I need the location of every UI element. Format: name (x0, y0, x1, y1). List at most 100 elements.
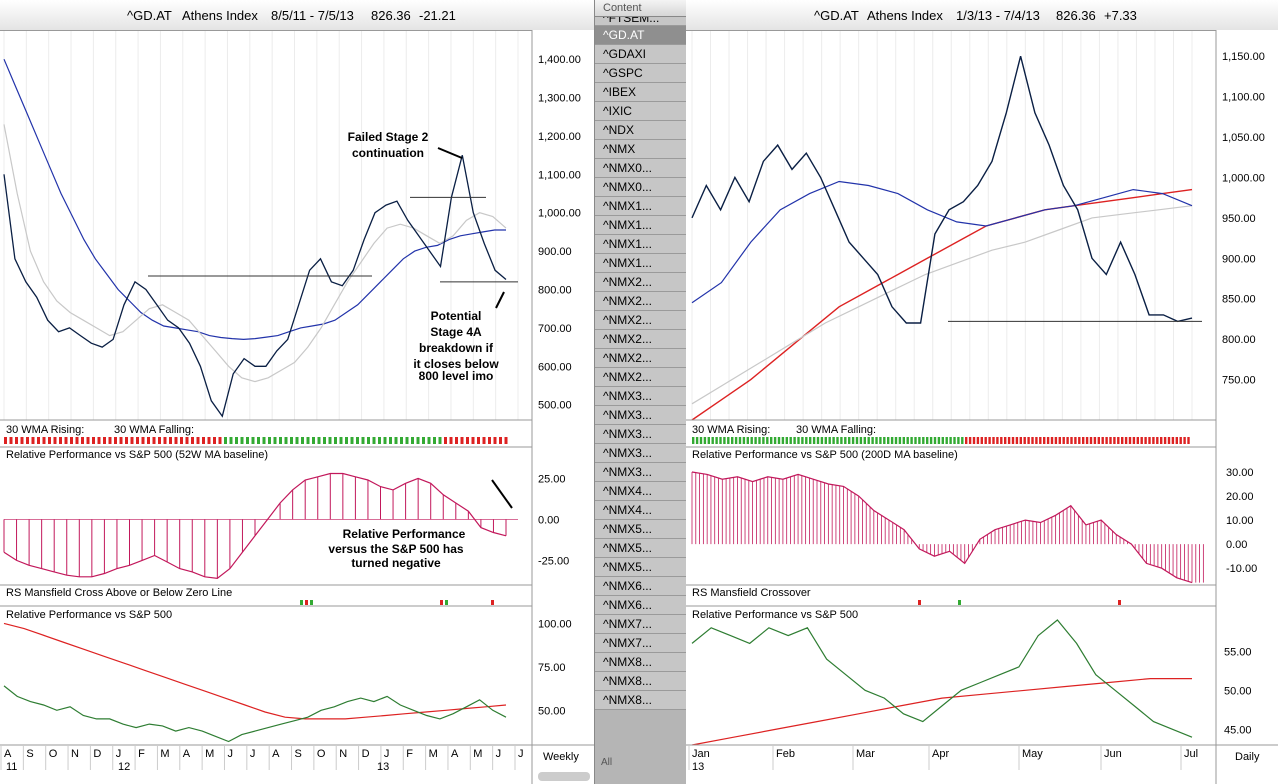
wma-bar (711, 437, 714, 444)
month-label: D (93, 748, 101, 760)
period-selector[interactable]: Daily (1235, 751, 1260, 763)
wma-bar (37, 437, 40, 444)
ticker-item[interactable]: ^NMX3... (595, 463, 687, 482)
ticker-item[interactable]: ^NMX0... (595, 159, 687, 178)
ticker-item[interactable]: ^IXIC (595, 102, 687, 121)
ticker-item[interactable]: ^NMX1... (595, 197, 687, 216)
ticker-item[interactable]: ^NMX4... (595, 482, 687, 501)
wma-bar (411, 437, 414, 444)
rp2-line (691, 619, 1193, 738)
wma-bar (1144, 437, 1147, 444)
ticker-item[interactable]: ^NMX1... (595, 254, 687, 273)
ticker-item[interactable]: ^NMX5... (595, 520, 687, 539)
date-range: 1/3/13 - 7/4/13 (956, 8, 1040, 23)
content-column-header[interactable]: Content (595, 0, 687, 17)
ticker-item[interactable]: ^GDAXI (595, 45, 687, 64)
wma-bar (902, 437, 905, 444)
symbol: ^GD.AT (127, 8, 172, 23)
ticker-item[interactable]: ^FTSEM... (595, 17, 687, 26)
wma-bar (1050, 437, 1054, 444)
wma-bar (777, 437, 781, 444)
wma-bar (169, 437, 172, 444)
wma-bar (1160, 437, 1163, 444)
wma-bar (1031, 437, 1034, 444)
wma-bar (945, 437, 948, 444)
wma-bar (734, 437, 738, 444)
wma-bar (727, 437, 730, 444)
month-label: M (205, 748, 214, 760)
month-label: Jan (692, 748, 710, 760)
wma-bar (781, 437, 785, 444)
wma-bar (15, 437, 18, 444)
period-selector[interactable]: Weekly (543, 751, 579, 763)
price-axis-tick: 1,150.00 (1222, 51, 1265, 63)
ticker-item[interactable]: ^NMX (595, 140, 687, 159)
ticker-item[interactable]: ^NMX2... (595, 273, 687, 292)
wma-bar (339, 437, 343, 444)
wma-bar (64, 437, 68, 444)
weekly-chart-canvas: 1,400.00 1,300.00 1,200.00 1,100.00 1,000.00… (0, 30, 594, 784)
symbol: ^GD.AT (814, 8, 859, 23)
wma-bar (59, 437, 62, 444)
wma-bar (103, 437, 106, 444)
wma-bar (383, 437, 387, 444)
annotation-rp-negative: turned negative (351, 556, 441, 570)
rs-cross-marker (491, 600, 494, 605)
wma-bar (488, 437, 491, 444)
ticker-item[interactable]: ^NMX3... (595, 406, 687, 425)
ticker-item[interactable]: ^NMX7... (595, 634, 687, 653)
ticker-item[interactable]: ^NMX6... (595, 596, 687, 615)
price-axis-tick: 1,000.00 (1222, 172, 1265, 184)
ticker-item[interactable]: ^NMX5... (595, 558, 687, 577)
month-label: J (250, 748, 256, 760)
ticker-item[interactable]: ^NMX7... (595, 615, 687, 634)
wma-bar (968, 437, 972, 444)
rp-ma-line (3, 622, 507, 720)
month-label: Jul (1184, 748, 1198, 760)
ticker-item[interactable]: ^NMX1... (595, 216, 687, 235)
ticker-item[interactable]: ^NMX3... (595, 444, 687, 463)
annotation-rp-negative: Relative Performance (343, 527, 466, 541)
price-axis-tick: 800.00 (1222, 334, 1256, 346)
wma-bar (887, 437, 890, 444)
ticker-item[interactable]: ^NMX1... (595, 235, 687, 254)
wma-bar (273, 437, 277, 444)
wma-bar (48, 437, 51, 444)
ticker-item[interactable]: ^NMX4... (595, 501, 687, 520)
ticker-item[interactable]: ^NDX (595, 121, 687, 140)
ticker-item[interactable]: ^GSPC (595, 64, 687, 83)
rp2-axis-tick: 75.00 (538, 662, 566, 674)
ticker-item[interactable]: ^NMX8... (595, 691, 687, 710)
all-filter[interactable]: All (601, 757, 613, 768)
ticker-item[interactable]: ^NMX6... (595, 577, 687, 596)
wma-bar (279, 437, 282, 444)
ticker-item[interactable]: ^NMX2... (595, 311, 687, 330)
wma-bar (1128, 437, 1132, 444)
ticker-item[interactable]: ^NMX8... (595, 672, 687, 691)
wma-bar (723, 437, 726, 444)
ticker-item[interactable]: ^NMX2... (595, 349, 687, 368)
wma-bar (1105, 437, 1108, 444)
ticker-item[interactable]: ^NMX5... (595, 539, 687, 558)
ticker-item[interactable]: ^NMX3... (595, 425, 687, 444)
ticker-item[interactable]: ^NMX2... (595, 330, 687, 349)
wma-bar (926, 437, 929, 444)
wma-bar (922, 437, 925, 444)
ticker-item[interactable]: ^NMX2... (595, 368, 687, 387)
wma-bar (466, 437, 469, 444)
ticker-item[interactable]: ^GD.AT (595, 26, 687, 45)
weekly-chart-panel[interactable]: ^GD.AT Athens Index 8/5/11 - 7/5/13 826.… (0, 0, 594, 784)
ticker-item[interactable]: ^NMX2... (595, 292, 687, 311)
ticker-item[interactable]: ^IBEX (595, 83, 687, 102)
wma-rising-label: 30 WMA Rising: (692, 424, 770, 436)
wma-bar (240, 437, 244, 444)
wma-bar (1179, 437, 1182, 444)
ticker-item[interactable]: ^NMX3... (595, 387, 687, 406)
month-label: O (317, 748, 326, 760)
price-axis-tick: 850.00 (1222, 294, 1256, 306)
wma-bar (1163, 437, 1167, 444)
daily-chart-panel[interactable]: ^GD.AT Athens Index 1/3/13 - 7/4/13 826.… (686, 0, 1278, 784)
ticker-item[interactable]: ^NMX0... (595, 178, 687, 197)
ticker-item[interactable]: ^NMX8... (595, 653, 687, 672)
wma-bar (1167, 437, 1171, 444)
